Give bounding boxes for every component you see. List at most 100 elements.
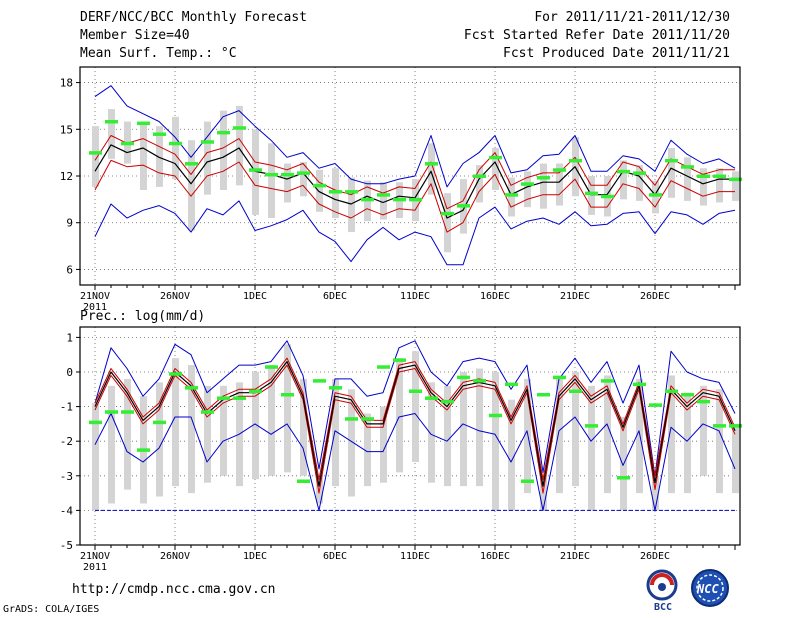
observation-marker (409, 389, 422, 394)
x-tick-label: 21DEC (560, 551, 590, 562)
ensemble-box (284, 163, 291, 203)
ensemble-box (524, 378, 531, 494)
observation-marker (393, 358, 406, 362)
ensemble-box (252, 129, 259, 215)
ensemble-box (156, 126, 163, 187)
observation-marker (521, 182, 534, 186)
x-tick-label: 21NOV (80, 291, 110, 302)
observation-marker (633, 382, 646, 387)
observation-marker (521, 479, 534, 483)
observation-marker (393, 197, 406, 202)
ensemble-box (172, 116, 179, 180)
observation-marker (361, 197, 374, 202)
observation-marker (121, 410, 134, 414)
observation-marker (137, 121, 150, 126)
observation-marker (233, 396, 246, 400)
ensemble-box (188, 365, 195, 494)
ensemble-box (588, 385, 595, 511)
ensemble-box (220, 385, 227, 476)
observation-marker (169, 141, 182, 146)
y-tick-label: 1 (66, 331, 73, 344)
ensemble-box (556, 163, 563, 206)
observation-marker (633, 171, 646, 175)
ensemble-box (732, 171, 739, 201)
observation-marker (681, 392, 694, 397)
observation-marker (265, 365, 278, 369)
ensemble-box (380, 182, 387, 220)
forecast-period: For 2011/11/21-2011/12/30 (534, 10, 730, 25)
observation-marker (649, 193, 662, 197)
observation-marker (249, 168, 262, 172)
ensemble-box (284, 344, 291, 473)
member-size: Member Size=40 (80, 28, 190, 43)
observation-marker (585, 424, 598, 428)
ensemble-box (92, 126, 99, 187)
ensemble-box (476, 368, 483, 487)
observation-marker (457, 375, 470, 380)
observation-marker (377, 365, 390, 369)
upper-spread-line (94, 357, 736, 480)
observation-marker (441, 211, 454, 216)
ensemble-box (300, 378, 307, 476)
source-url[interactable]: http://cmdp.ncc.cma.gov.cn (72, 582, 276, 597)
ensemble-box (108, 109, 115, 159)
ensemble-box (188, 140, 195, 231)
observation-marker (313, 379, 326, 383)
ensemble-box (460, 371, 467, 487)
x-tick-label: 26DEC (640, 291, 670, 302)
bcc-logo-text: BCC (654, 602, 672, 612)
plot-frame (79, 326, 741, 546)
observation-marker (313, 183, 326, 188)
ensemble-box (124, 378, 131, 490)
y-tick-label: 18 (60, 77, 73, 90)
observation-marker (729, 177, 742, 182)
observation-marker (121, 141, 134, 146)
observation-marker (601, 379, 614, 383)
observation-marker (281, 172, 294, 177)
observation-marker (329, 190, 342, 194)
ensemble-box (268, 143, 275, 219)
observation-marker (585, 191, 598, 196)
observation-marker (441, 399, 454, 404)
observation-marker (601, 194, 614, 199)
observation-marker (697, 174, 710, 178)
observation-marker (361, 417, 374, 421)
y-tick-label: 12 (60, 170, 73, 183)
chart-title: DERF/NCC/BCC Monthly Forecast (80, 10, 307, 25)
observation-marker (489, 413, 502, 418)
observation-marker (153, 420, 166, 425)
observation-marker (569, 158, 582, 163)
observation-marker (345, 190, 358, 194)
observation-marker (185, 386, 198, 390)
y-tick-label: 0 (66, 366, 73, 379)
observation-marker (377, 193, 390, 197)
observation-marker (665, 389, 678, 394)
ensemble-box (492, 147, 499, 191)
ensemble-box (700, 168, 707, 206)
ensemble-box (732, 423, 739, 494)
observation-marker (345, 417, 358, 421)
ensemble-mean-line (94, 361, 736, 487)
x-tick-label: 1DEC (243, 551, 267, 562)
ensemble-box (252, 371, 259, 480)
observation-marker (425, 162, 438, 166)
ensemble-box (636, 165, 643, 201)
y-tick-label: -2 (60, 435, 73, 448)
ensemble-box (508, 399, 515, 511)
observation-marker (105, 120, 118, 124)
observation-marker (537, 392, 550, 397)
ensemble-box (204, 385, 211, 483)
ensemble-box (220, 110, 227, 191)
observation-marker (249, 389, 262, 394)
ensemble-box (92, 403, 99, 511)
x-tick-label: 6DEC (323, 291, 347, 302)
x-tick-label: 26NOV (160, 551, 190, 562)
observation-marker (729, 424, 742, 428)
ensemble-box (348, 389, 355, 497)
y-tick-label: 15 (60, 123, 73, 136)
observation-marker (329, 386, 342, 390)
x-tick-label: 16DEC (480, 291, 510, 302)
